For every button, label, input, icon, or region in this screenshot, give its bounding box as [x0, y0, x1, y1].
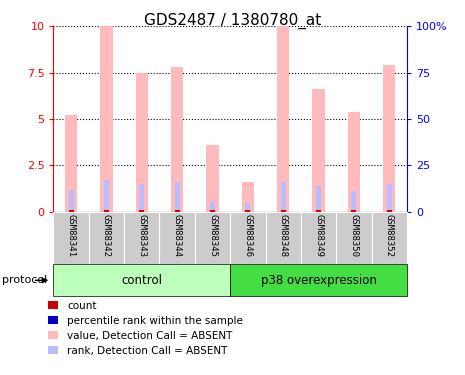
Bar [69, 190, 73, 212]
Text: GSM88352: GSM88352 [385, 214, 394, 257]
Bar [312, 89, 325, 212]
Text: GSM88345: GSM88345 [208, 214, 217, 257]
Bar [140, 184, 144, 212]
Text: GSM88344: GSM88344 [173, 214, 182, 257]
Bar [210, 201, 215, 212]
Bar [277, 26, 289, 212]
Bar [352, 192, 356, 212]
Text: GSM88348: GSM88348 [279, 214, 288, 257]
Bar [100, 26, 113, 212]
Bar [387, 184, 392, 212]
Text: percentile rank within the sample: percentile rank within the sample [67, 316, 243, 326]
Bar [175, 182, 179, 212]
Text: control: control [121, 274, 162, 287]
Text: GSM88349: GSM88349 [314, 214, 323, 257]
Text: GSM88342: GSM88342 [102, 214, 111, 257]
Bar [206, 145, 219, 212]
Text: GDS2487 / 1380780_at: GDS2487 / 1380780_at [144, 13, 321, 29]
Bar [348, 112, 360, 212]
Text: count: count [67, 301, 97, 310]
Bar [281, 210, 286, 212]
Bar [266, 212, 301, 264]
Text: rank, Detection Call = ABSENT: rank, Detection Call = ABSENT [67, 346, 228, 355]
Bar [230, 264, 407, 296]
Bar [387, 210, 392, 212]
Text: p38 overexpression: p38 overexpression [260, 274, 377, 287]
Text: value, Detection Call = ABSENT: value, Detection Call = ABSENT [67, 331, 233, 340]
Bar [124, 212, 159, 264]
Bar [246, 202, 250, 212]
Bar [316, 210, 321, 212]
Text: protocol: protocol [2, 275, 47, 285]
Bar [104, 210, 109, 212]
Bar [53, 212, 89, 264]
Bar [246, 210, 250, 212]
Bar [104, 180, 109, 212]
Bar [89, 212, 124, 264]
Bar [230, 212, 266, 264]
Bar [242, 182, 254, 212]
Text: GSM88346: GSM88346 [243, 214, 252, 257]
Bar [210, 210, 215, 212]
Bar [69, 210, 73, 212]
Bar [171, 67, 183, 212]
Bar [136, 73, 148, 212]
Bar [372, 212, 407, 264]
Bar [281, 182, 286, 212]
Bar [53, 264, 230, 296]
Bar [175, 210, 179, 212]
Bar [383, 65, 395, 212]
Text: GSM88341: GSM88341 [66, 214, 76, 257]
Bar [140, 210, 144, 212]
Bar [65, 116, 77, 212]
Bar [336, 212, 372, 264]
Bar [159, 212, 195, 264]
Text: GSM88350: GSM88350 [349, 214, 359, 257]
Text: GSM88343: GSM88343 [137, 214, 146, 257]
Bar [195, 212, 230, 264]
Bar [316, 186, 321, 212]
Bar [301, 212, 336, 264]
Bar [352, 210, 356, 212]
